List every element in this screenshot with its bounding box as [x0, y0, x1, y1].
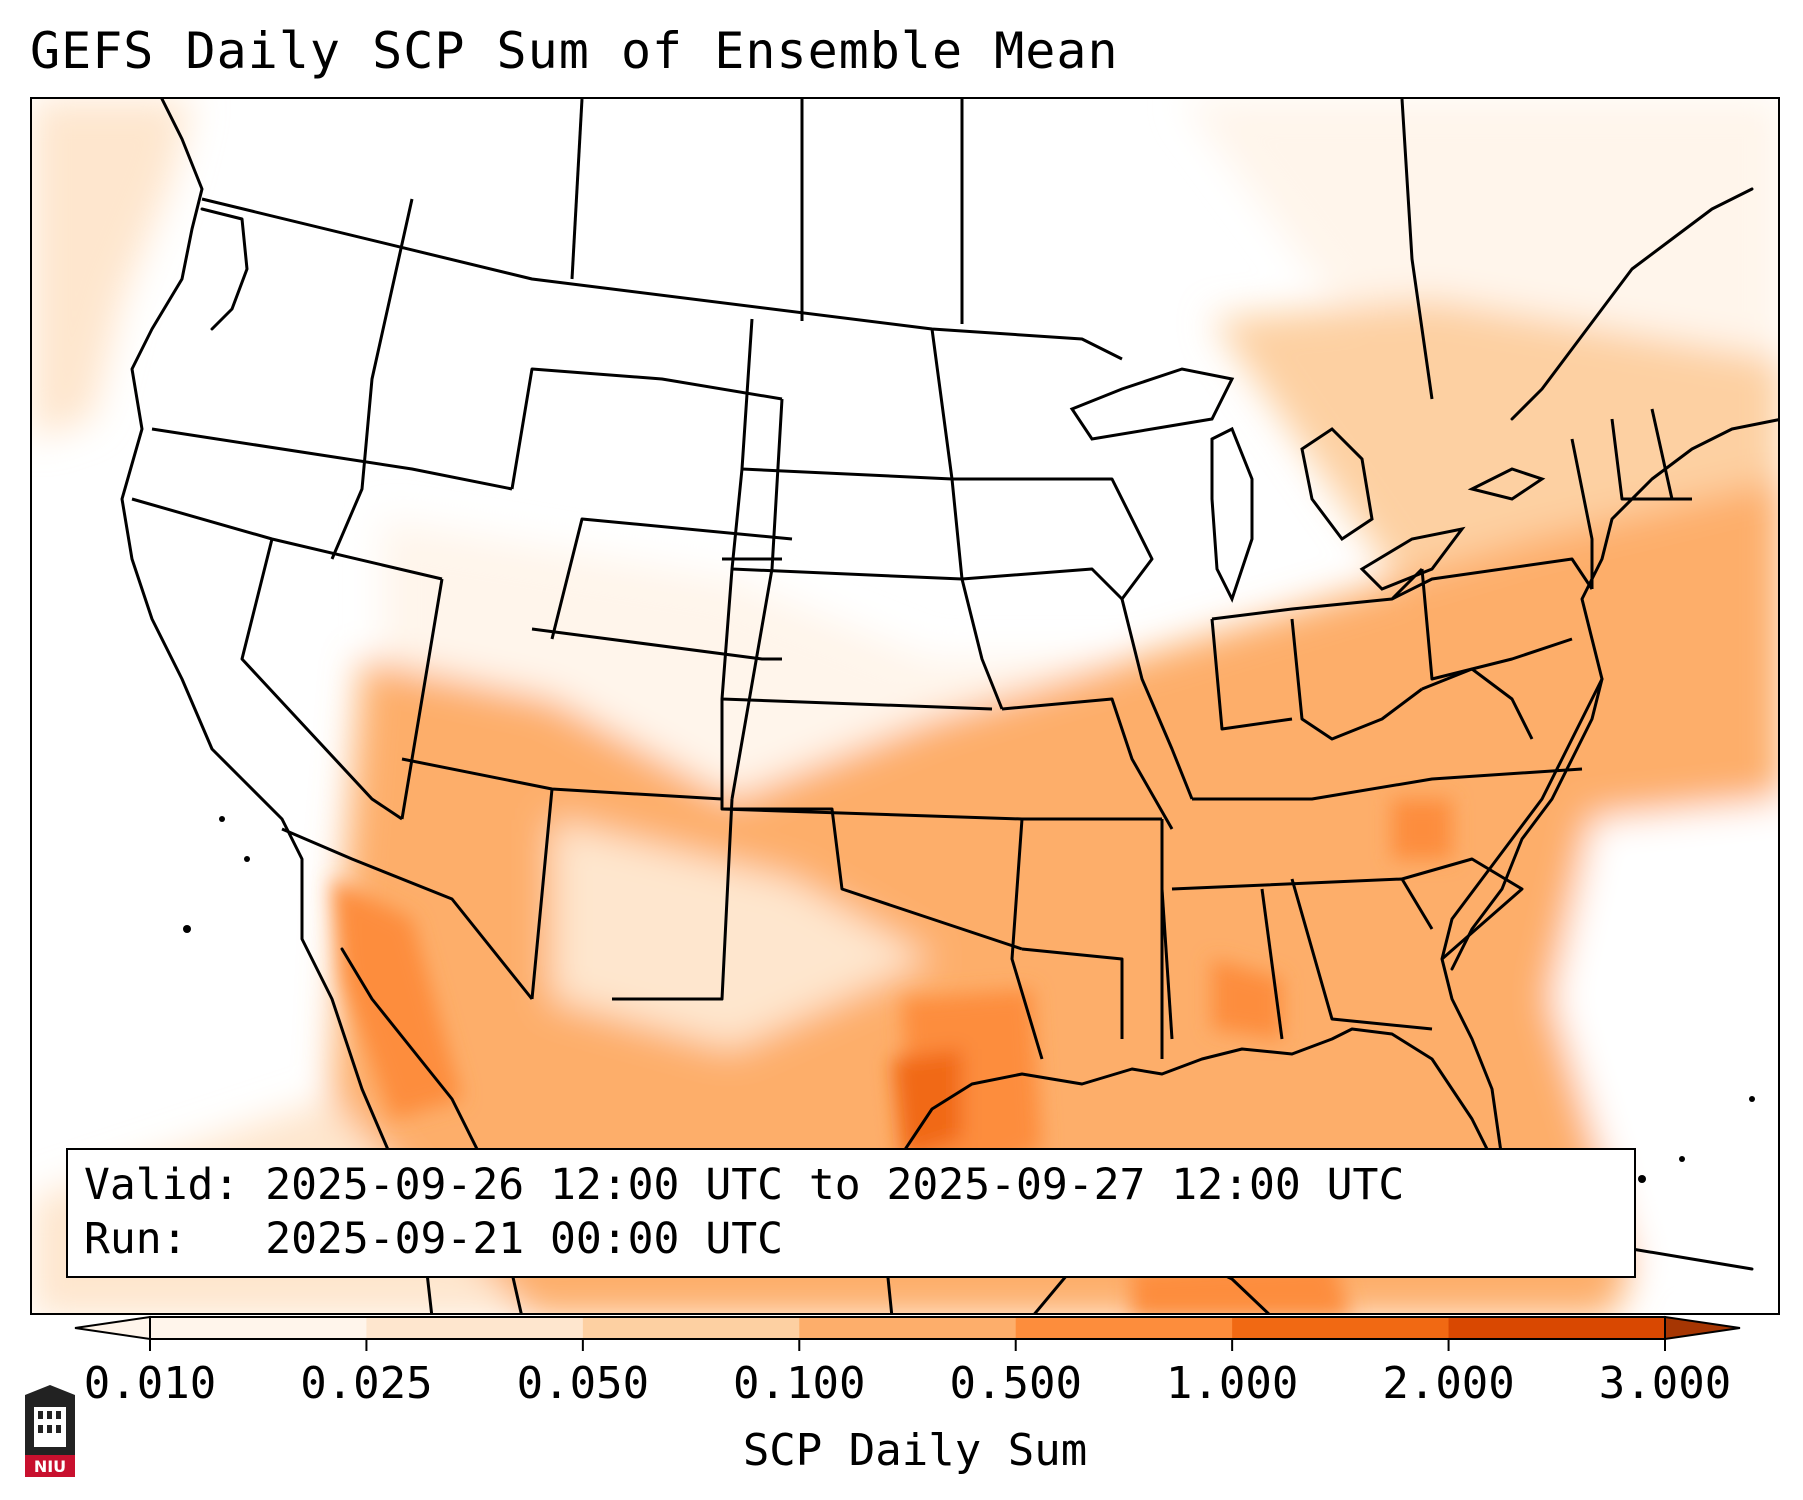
colorbar-tick-label: 0.025 [300, 1358, 433, 1409]
state-borders [131, 99, 1692, 1060]
valid-time-text: Valid: 2025-09-26 12:00 UTC to 2025-09-2… [84, 1160, 1405, 1210]
colorbar-extend-high [1664, 1315, 1741, 1341]
colorbar-segment [1232, 1317, 1450, 1339]
great-lakes [1069, 367, 1546, 603]
colorbar-segments [74, 1315, 1741, 1341]
colorbar-segment [1448, 1317, 1666, 1339]
colorbar-extend-low [74, 1315, 151, 1341]
colorbar [74, 1315, 1741, 1351]
colorbar-segment [1015, 1317, 1233, 1339]
colorbar-segment [582, 1317, 800, 1339]
colorbar-tick-label: 2.000 [1382, 1358, 1515, 1409]
run-time-text: Run: 2025-09-21 00:00 UTC [84, 1214, 783, 1264]
colorbar-tick-label: 0.100 [733, 1358, 866, 1409]
map-canvas [32, 99, 1778, 1313]
colorbar-outline [149, 1316, 1666, 1340]
valid-run-info-box: Valid: 2025-09-26 12:00 UTC to 2025-09-2… [66, 1148, 1636, 1278]
colorbar-tick-label: 0.050 [516, 1358, 650, 1409]
colorbar-tick-label: 0.500 [949, 1358, 1082, 1409]
map-panel [30, 97, 1780, 1315]
coastlines [120, 99, 1778, 1313]
logo-text: NIU [34, 1457, 66, 1476]
colorbar-segment [150, 1317, 367, 1339]
niu-logo: NIU [25, 1385, 75, 1477]
colorbar-tick-label: 1.000 [1165, 1358, 1299, 1409]
islands [183, 816, 1755, 1183]
colorbar-label: SCP Daily Sum [742, 1425, 1088, 1476]
colorbar-ticks [149, 1339, 1666, 1351]
map-title: GEFS Daily SCP Sum of Ensemble Mean [30, 22, 1119, 80]
colorbar-segment [799, 1317, 1017, 1339]
colorbar-segment [366, 1317, 584, 1339]
colorbar-tick-label: 3.000 [1598, 1358, 1732, 1409]
colorbar-tick-label: 0.010 [83, 1358, 217, 1409]
